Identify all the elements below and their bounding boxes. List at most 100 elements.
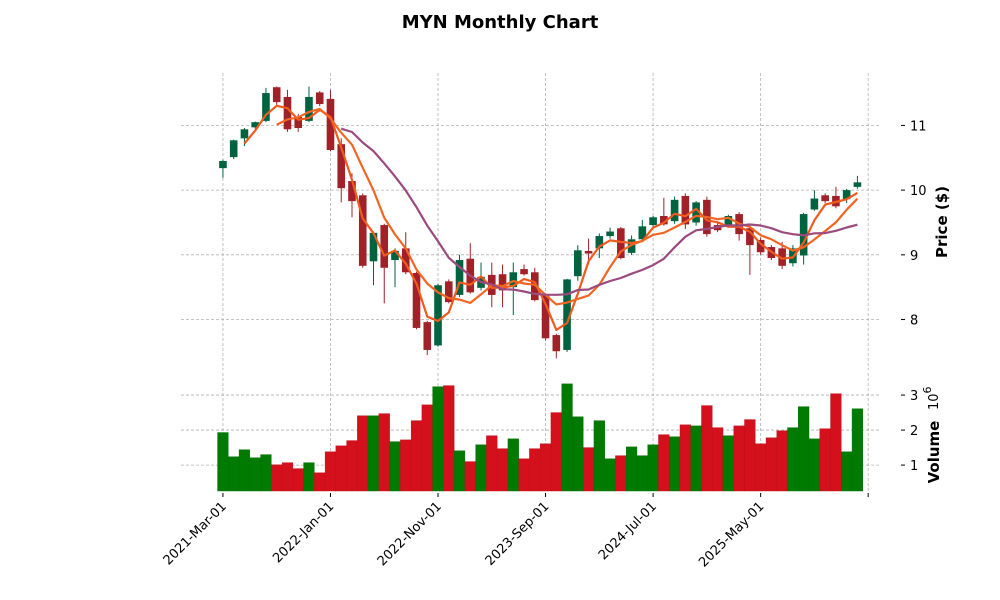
volume-bar xyxy=(217,432,229,492)
candle-down xyxy=(778,248,786,266)
x-tick-label: 2025-May-01 xyxy=(696,499,767,570)
candle-up xyxy=(369,232,378,262)
volume-bar xyxy=(324,451,337,492)
price-axis-label: Price ($) xyxy=(933,186,951,258)
candle-down xyxy=(541,295,550,339)
volume-bar xyxy=(432,386,444,492)
candle-up xyxy=(595,236,604,249)
volume-bar xyxy=(808,438,820,492)
volume-bar xyxy=(496,448,509,492)
volume-axis-label: Volume xyxy=(925,421,943,484)
candle-up xyxy=(810,198,819,210)
candle-up xyxy=(229,140,238,158)
volume-bar xyxy=(260,454,272,492)
volume-bar xyxy=(486,435,498,492)
candle-down xyxy=(552,335,561,352)
candles xyxy=(219,86,862,359)
candle-down xyxy=(401,248,410,273)
candle-down xyxy=(358,195,367,266)
volume-bar xyxy=(744,419,756,492)
volume-tick-label: 2 xyxy=(910,424,918,439)
volume-bar xyxy=(539,443,552,492)
candle-down xyxy=(380,225,389,268)
volume-bar xyxy=(443,385,455,492)
candle-up xyxy=(305,96,313,121)
moving-average-3-line xyxy=(243,104,858,331)
volume-bar xyxy=(561,383,573,492)
x-tick-label: 2022-Nov-01 xyxy=(375,499,445,569)
price-tick-label: 9 xyxy=(910,249,918,264)
volume-bar xyxy=(249,457,261,492)
volume-bar xyxy=(389,441,401,492)
volume-bar xyxy=(669,436,681,492)
candle-down xyxy=(821,195,829,202)
candle-up xyxy=(509,272,518,288)
price-tick-label: 10 xyxy=(910,184,927,199)
candle-up xyxy=(692,202,700,223)
candle-down xyxy=(423,322,432,350)
volume-bar xyxy=(776,430,788,492)
volume-bar xyxy=(765,437,777,492)
volume-bar xyxy=(755,443,767,492)
volume-exponent-power: 6 xyxy=(921,386,934,393)
volume-bar xyxy=(507,438,519,492)
volume-bar xyxy=(346,440,358,492)
volume-bar xyxy=(400,439,412,492)
candle-down xyxy=(444,281,453,303)
candle-up xyxy=(574,250,582,277)
volume-tick-label: 1 xyxy=(910,459,918,474)
volume-bar xyxy=(292,468,304,492)
candle-up xyxy=(853,182,862,187)
candle-down xyxy=(617,228,625,259)
candle-down xyxy=(326,98,335,150)
volume-bar xyxy=(604,458,616,492)
candle-up xyxy=(606,231,614,237)
volume-bar xyxy=(281,462,294,492)
volume-bar xyxy=(529,448,541,492)
volume-bar xyxy=(228,456,240,492)
volume-bar xyxy=(841,451,853,492)
price-tick-label: 8 xyxy=(910,314,918,329)
candle-up xyxy=(240,129,249,139)
x-tick-label: 2021-Mar-01 xyxy=(161,499,230,568)
candle-down xyxy=(681,195,690,225)
volume-bar xyxy=(314,472,326,492)
volume-bar xyxy=(636,455,648,492)
volume-bar xyxy=(572,416,584,492)
volume-bar xyxy=(626,446,638,492)
candle-down xyxy=(498,274,507,291)
candle-up xyxy=(219,161,227,169)
volume-bar xyxy=(733,425,745,492)
moving-average-12-line xyxy=(340,127,858,296)
candle-up xyxy=(670,199,679,222)
candle-up xyxy=(455,260,464,295)
volume-bar xyxy=(582,447,595,492)
candle-up xyxy=(638,226,647,240)
candle-up xyxy=(649,217,657,226)
candle-down xyxy=(283,96,292,130)
candle-up xyxy=(434,285,442,346)
moving-average-6-line xyxy=(276,107,859,306)
volume-exponent: 106 xyxy=(921,386,942,410)
x-tick-label: 2022-Jan-01 xyxy=(270,499,337,566)
volume-bar xyxy=(518,458,530,492)
volume-bar xyxy=(335,445,347,492)
volume-bar xyxy=(271,464,283,492)
volume-tick-label: 3 xyxy=(910,389,918,404)
candle-up xyxy=(842,190,851,200)
volume-bar xyxy=(453,450,466,492)
volume-bar xyxy=(378,413,390,492)
volume-bar xyxy=(475,444,487,492)
candle-up xyxy=(563,279,571,350)
moving-averages xyxy=(243,104,859,331)
x-tick-label: 2024-Jul-01 xyxy=(596,499,660,563)
axes: 2021-Mar-01 2022-Jan-01 2022-Nov-01 2023-Se… xyxy=(161,119,927,570)
candle-down xyxy=(746,228,754,246)
candle-down xyxy=(337,144,346,189)
candle-down xyxy=(294,117,303,128)
x-tick-label: 2023-Sep-01 xyxy=(483,499,553,569)
volume-bar xyxy=(679,424,691,492)
candle-down xyxy=(348,181,356,202)
candle-down xyxy=(272,87,281,103)
volume-bar xyxy=(722,435,734,492)
